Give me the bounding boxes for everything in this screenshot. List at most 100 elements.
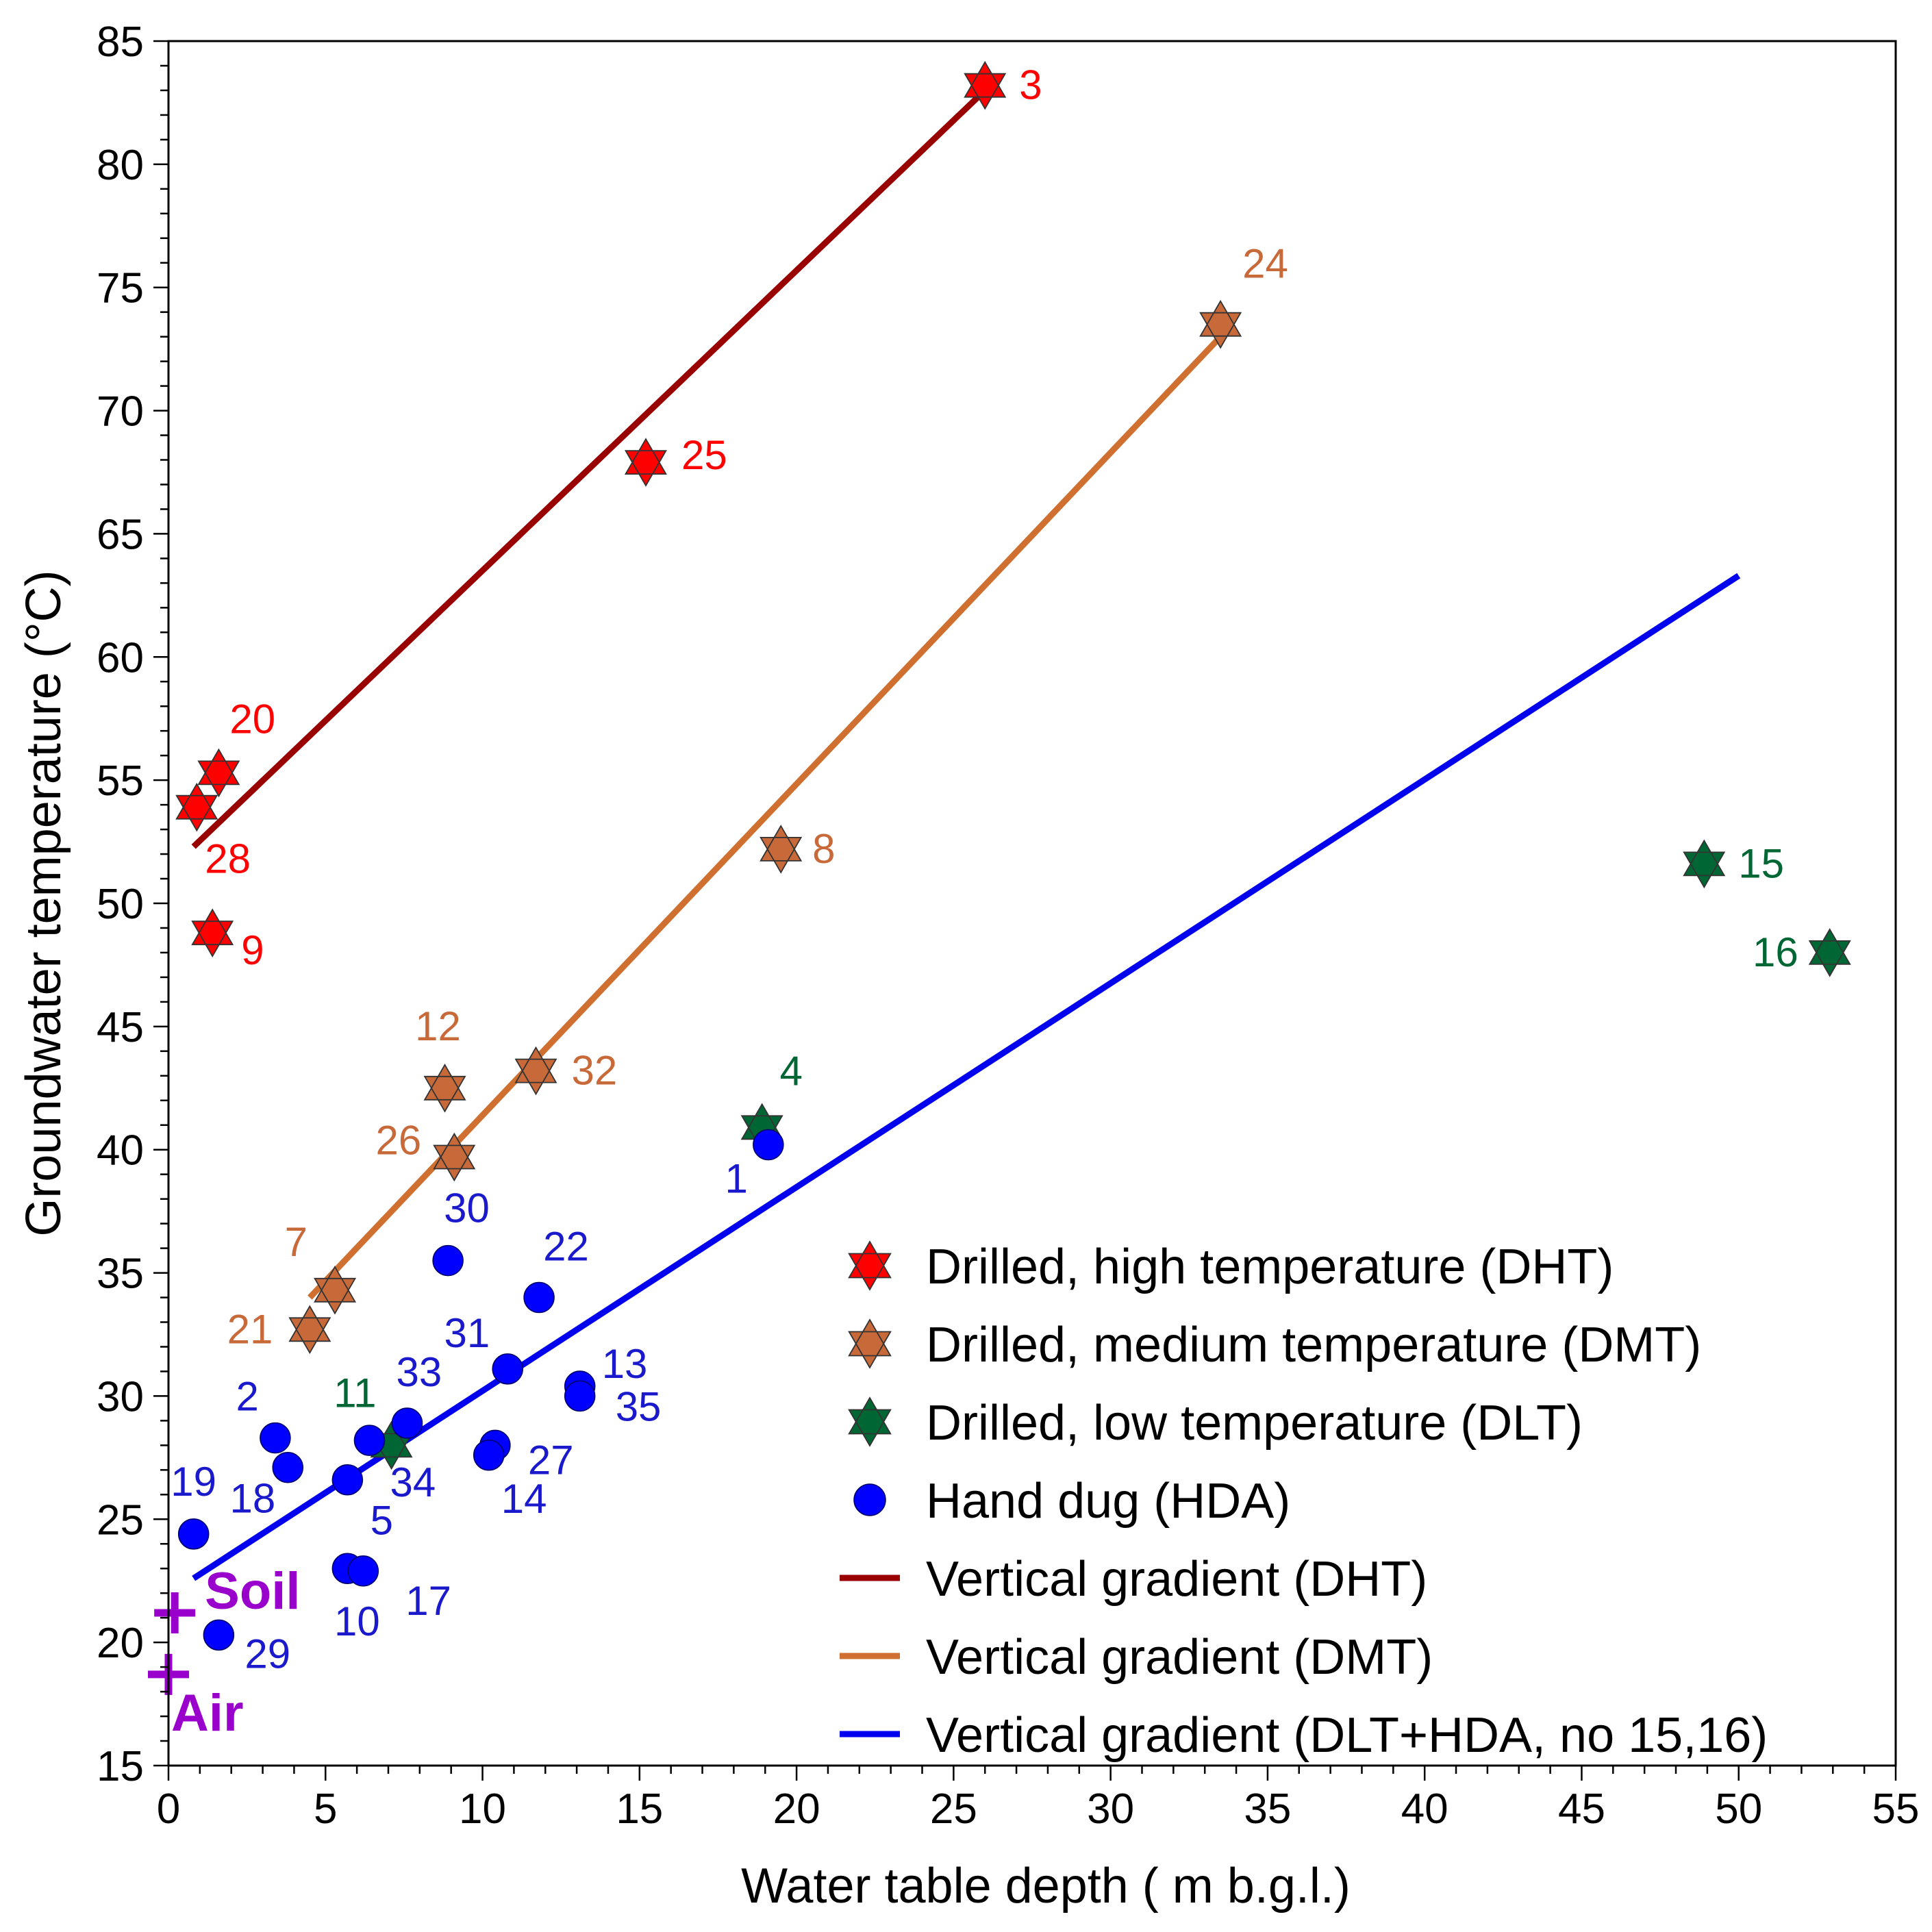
- point-hda-30: [432, 1244, 464, 1277]
- point-label-dht-3: 3: [1019, 62, 1042, 108]
- point-hda-17: [347, 1555, 379, 1587]
- point-label-hda-13: 13: [602, 1341, 648, 1387]
- point-label-dmt-8: 8: [812, 826, 835, 872]
- point-label-dmt-32: 32: [571, 1048, 617, 1094]
- point-dmt-7: [314, 1266, 357, 1315]
- legend-label: Hand dug (HDA): [926, 1474, 1290, 1529]
- y-tick-label: 70: [97, 388, 144, 436]
- point-label-dlt-16: 16: [1753, 929, 1798, 975]
- point-label-hda-27: 27: [528, 1437, 574, 1483]
- point-hda-14: [473, 1440, 505, 1471]
- x-tick-label: 20: [773, 1785, 820, 1833]
- trend-line-line-dht: [191, 88, 988, 849]
- point-dmt-32: [514, 1046, 557, 1096]
- x-tick-label: 55: [1872, 1785, 1920, 1833]
- point-label-dmt-24: 24: [1242, 241, 1288, 287]
- point-dlt-15: [1683, 839, 1726, 889]
- point-dmt-21: [288, 1305, 331, 1355]
- point-hda-19: [177, 1518, 210, 1550]
- point-dmt-24: [1199, 299, 1242, 349]
- y-tick-label: 80: [97, 142, 144, 189]
- point-dht-9: [191, 908, 234, 958]
- reference-label-air: Air: [171, 1684, 244, 1742]
- point-label-dht-28: 28: [205, 836, 251, 882]
- legend-symbol-hda: [853, 1483, 886, 1516]
- point-label-dlt-15: 15: [1738, 840, 1784, 886]
- y-tick-label: 40: [97, 1127, 144, 1175]
- point-label-dlt-4: 4: [780, 1048, 803, 1094]
- point-label-dht-20: 20: [229, 696, 275, 742]
- point-label-hda-5: 5: [371, 1498, 393, 1544]
- x-tick-label: 10: [459, 1785, 506, 1833]
- point-label-hda-34: 34: [390, 1459, 436, 1505]
- point-dlt-16: [1808, 928, 1851, 977]
- x-tick-label: 15: [616, 1785, 663, 1833]
- point-label-dht-25: 25: [681, 432, 727, 478]
- x-tick-label: 25: [930, 1785, 977, 1833]
- axes-layer: 0 5 10 15 20 25 30 35 40 45 50 55 15 20 25 30 35 40 45 50 55…: [97, 18, 1919, 1833]
- point-label-hda-17: 17: [405, 1578, 451, 1624]
- point-label-hda-19: 19: [171, 1459, 216, 1505]
- point-hda-31: [492, 1353, 523, 1385]
- reference-label-soil: Soil: [205, 1562, 300, 1620]
- legend-label: Vertical gradient (DLT+HDA, no 15,16): [926, 1708, 1768, 1763]
- point-label-dmt-12: 12: [415, 1003, 461, 1049]
- point-dht-3: [964, 60, 1007, 110]
- point-hda-29: [203, 1619, 235, 1651]
- trend-lines-layer: [191, 88, 1741, 1581]
- point-label-hda-33: 33: [396, 1349, 442, 1395]
- y-tick-label: 55: [97, 757, 144, 805]
- point-label-hda-31: 31: [444, 1310, 490, 1356]
- y-tick-label: 15: [97, 1743, 144, 1790]
- point-label-hda-14: 14: [501, 1476, 547, 1522]
- reference-marker-soil: [154, 1592, 196, 1633]
- point-hda-1: [753, 1129, 784, 1161]
- x-tick-label: 45: [1558, 1785, 1605, 1833]
- x-tick-label: 50: [1715, 1785, 1762, 1833]
- point-dht-28: [175, 782, 218, 832]
- point-label-dlt-11: 11: [334, 1370, 376, 1416]
- y-tick-label: 25: [97, 1496, 144, 1544]
- legend-label: Vertical gradient (DMT): [926, 1630, 1433, 1685]
- y-tick-label: 45: [97, 1004, 144, 1051]
- x-tick-label: 30: [1087, 1785, 1134, 1833]
- y-tick-label: 85: [97, 18, 144, 66]
- y-tick-label: 50: [97, 881, 144, 928]
- legend-symbol-dmt: [848, 1318, 892, 1369]
- x-tick-label: 40: [1401, 1785, 1448, 1833]
- point-label-hda-22: 22: [543, 1224, 589, 1270]
- x-tick-label: 0: [157, 1785, 180, 1833]
- point-hda-34: [353, 1425, 386, 1456]
- y-tick-label: 20: [97, 1620, 144, 1667]
- point-hda-18: [272, 1451, 303, 1483]
- point-label-hda-18: 18: [229, 1476, 275, 1522]
- point-labels-layer: 3252028924832122672141516111302231133533…: [171, 62, 1798, 1677]
- point-label-dmt-21: 21: [227, 1306, 273, 1352]
- point-label-dmt-7: 7: [285, 1219, 308, 1265]
- point-label-dht-9: 9: [241, 927, 264, 973]
- legend-label: Drilled, medium temperature (DMT): [926, 1318, 1701, 1372]
- trend-line-line-dmt: [308, 334, 1223, 1300]
- point-dmt-12: [423, 1064, 466, 1113]
- point-dht-20: [197, 748, 240, 798]
- point-label-hda-29: 29: [244, 1631, 290, 1677]
- point-hda-22: [523, 1281, 555, 1314]
- point-label-hda-30: 30: [444, 1185, 490, 1231]
- legend-symbol-dlt: [848, 1396, 892, 1447]
- point-label-dmt-26: 26: [376, 1118, 422, 1164]
- y-tick-label: 35: [97, 1251, 144, 1298]
- x-tick-label: 35: [1244, 1785, 1291, 1833]
- point-hda-35: [564, 1380, 596, 1412]
- data-points-layer: [175, 60, 1851, 1651]
- x-axis-title: Water table depth ( m b.g.l.): [741, 1859, 1351, 1914]
- legend-label: Drilled, low temperature (DLT): [926, 1396, 1583, 1451]
- point-hda-33: [391, 1407, 423, 1439]
- legend-label: Vertical gradient (DHT): [926, 1552, 1427, 1607]
- point-dht-25: [624, 438, 667, 487]
- y-axis-title: Groundwater temperature (°C): [16, 570, 71, 1236]
- trend-line-line-dlt-hda: [192, 573, 1741, 1581]
- point-dmt-26: [433, 1132, 476, 1182]
- y-tick-label: 30: [97, 1373, 144, 1420]
